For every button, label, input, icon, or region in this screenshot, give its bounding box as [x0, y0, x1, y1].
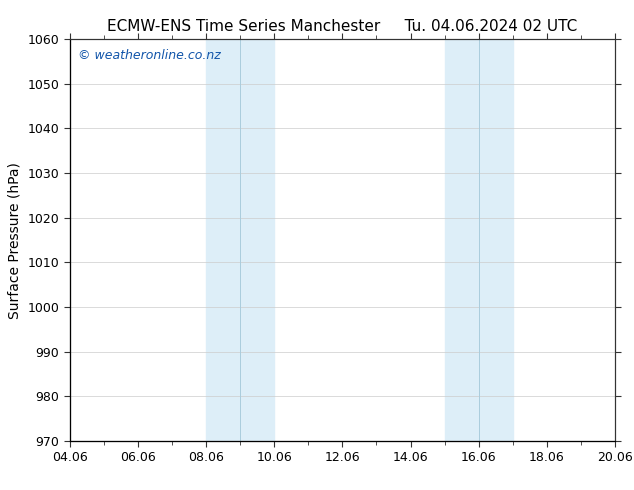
Bar — [206, 39, 275, 441]
Bar — [444, 39, 513, 441]
Y-axis label: Surface Pressure (hPa): Surface Pressure (hPa) — [8, 162, 22, 318]
Text: © weatheronline.co.nz: © weatheronline.co.nz — [78, 49, 221, 62]
Title: ECMW-ENS Time Series Manchester     Tu. 04.06.2024 02 UTC: ECMW-ENS Time Series Manchester Tu. 04.0… — [107, 19, 578, 34]
